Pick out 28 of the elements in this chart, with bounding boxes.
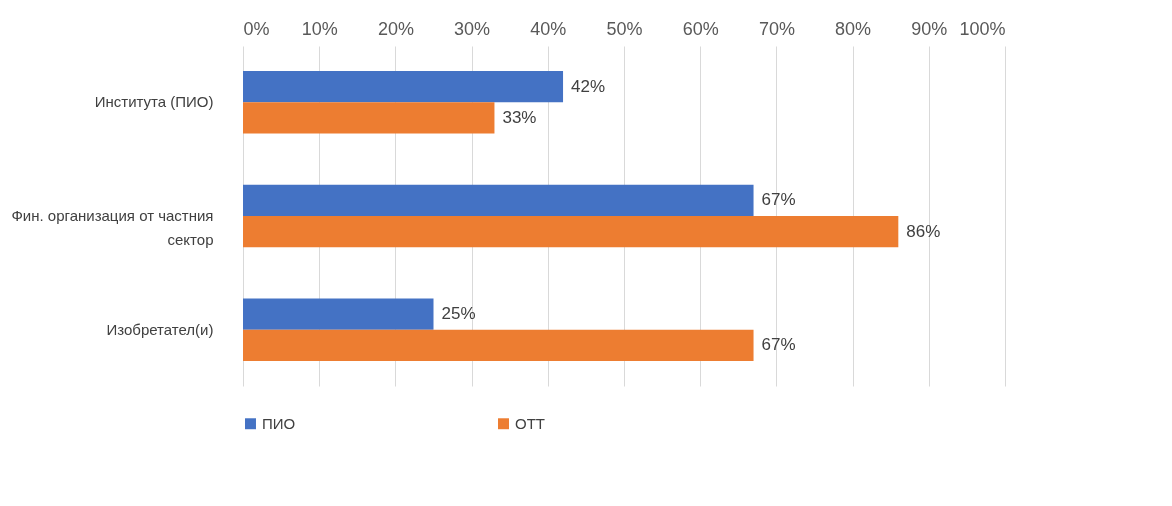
x-tick-label: 80% [835,18,872,39]
x-tick-label: 90% [911,18,948,39]
x-tick-label: 20% [377,18,414,39]
x-tick-label: 50% [606,18,643,39]
data-label: 86% [906,221,941,241]
bar [243,71,564,103]
bar [243,102,495,134]
x-tick-label: 30% [454,18,491,39]
legend-label: ОТТ [515,414,545,432]
bar [243,298,434,330]
y-tick-label: Фин. организация от частния сектор [11,207,214,248]
data-label: 67% [761,335,796,355]
y-tick-label: Института (ПИО) [94,93,214,111]
data-label: 33% [502,107,537,127]
bar [243,329,754,361]
bar [243,184,754,216]
x-tick-label: 60% [682,18,719,39]
x-tick-label: 0% [243,18,270,39]
data-label: 67% [761,190,796,210]
x-tick-label: 70% [758,18,795,39]
bar [243,216,899,248]
x-tick-label: 40% [530,18,567,39]
x-tick-label: 100% [959,18,1006,39]
legend-label: ПИО [262,414,296,432]
y-tick-label: Изобретател(и) [106,320,214,338]
x-tick-label: 10% [301,18,338,39]
data-label: 42% [571,76,606,96]
data-label: 25% [441,304,476,324]
